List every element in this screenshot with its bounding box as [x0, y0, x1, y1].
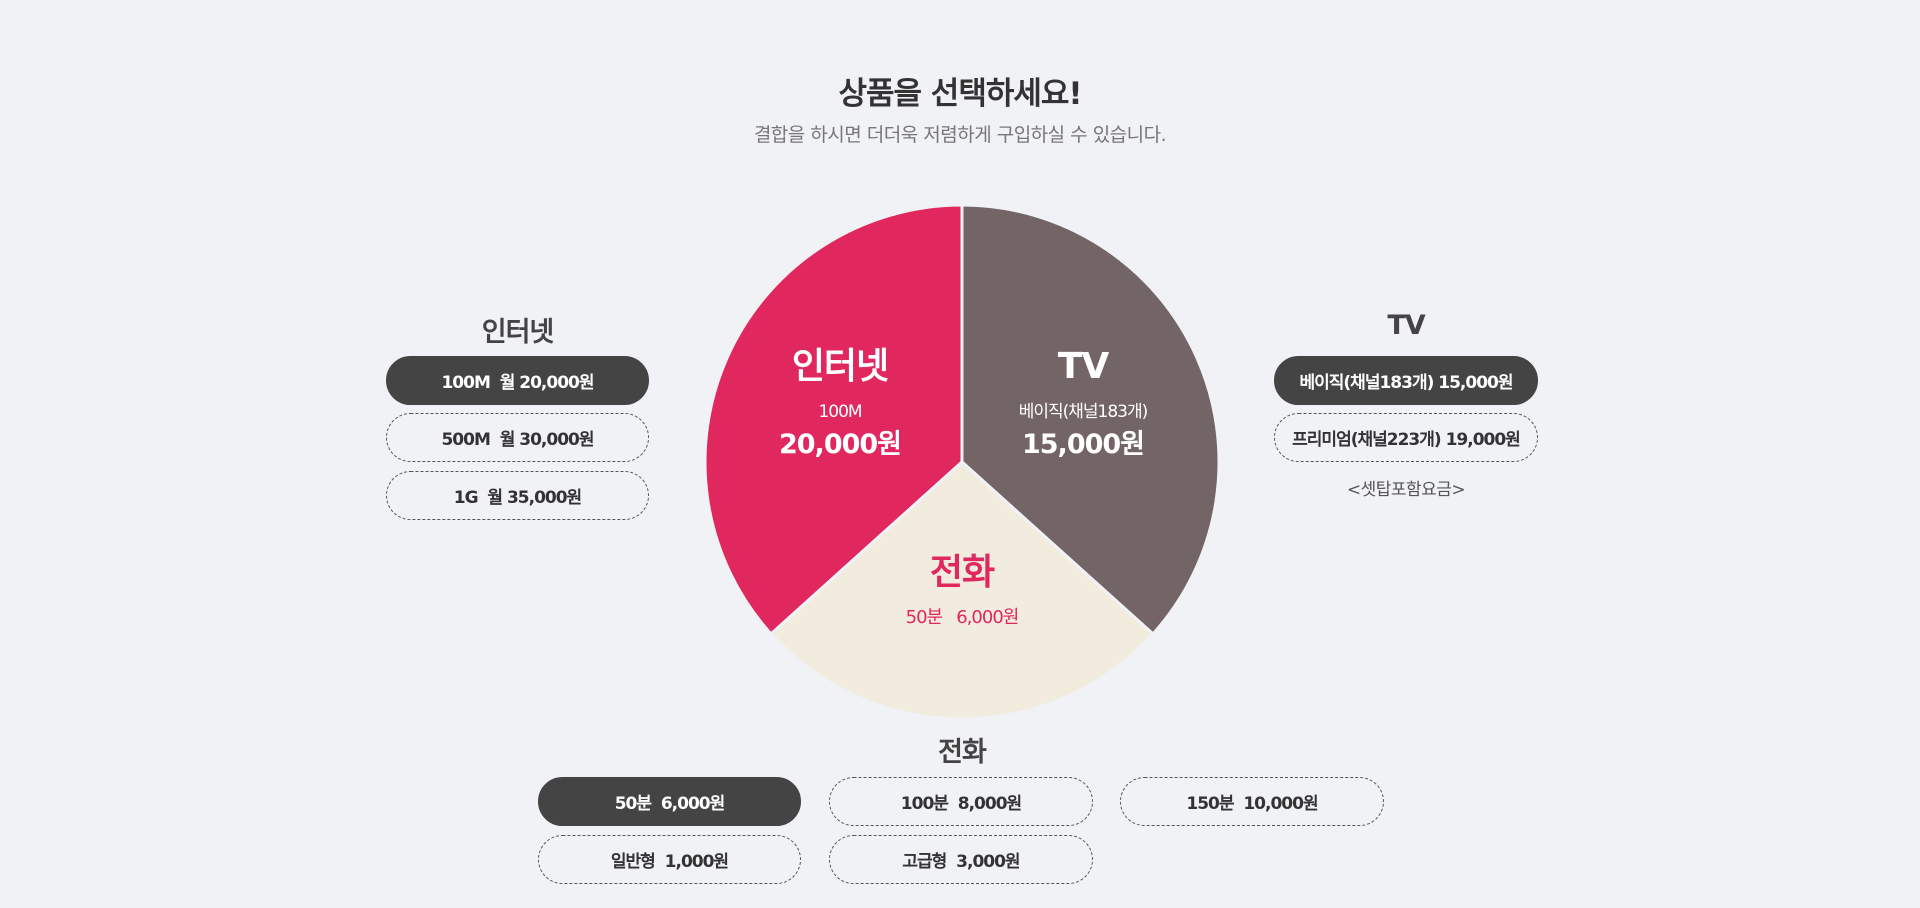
tv-option-premium[interactable]: 프리미엄(채널223개) 19,000원 [1274, 413, 1538, 462]
internet-group-title: 인터넷 [481, 317, 555, 348]
internet-option-100m[interactable]: 100M 월 20,000원 [386, 356, 649, 405]
tv-settop-note: <셋탑포함요금> [1346, 480, 1466, 500]
pie-internet-spec: 100M [818, 402, 861, 422]
internet-option-500m[interactable]: 500M 월 30,000원 [386, 413, 649, 462]
pie-internet-price: 20,000원 [779, 429, 901, 460]
pie-phone-name: 전화 [930, 552, 995, 593]
pie-tv-spec: 베이직(채널183개) [1019, 402, 1148, 422]
pie-tv-name: TV [1058, 346, 1110, 387]
phone-group-title: 전화 [938, 737, 987, 768]
pie-phone-spec: 50분 6,000원 [906, 607, 1019, 628]
pie-slice-internet[interactable] [703, 203, 964, 637]
pie-internet-name: 인터넷 [792, 346, 888, 387]
phone-option-basic-type[interactable]: 일반형 1,000원 [538, 835, 801, 884]
phone-option-premium-type[interactable]: 고급형 3,000원 [829, 835, 1093, 884]
internet-option-1g[interactable]: 1G 월 35,000원 [386, 471, 649, 520]
phone-option-150min[interactable]: 150분 10,000원 [1120, 777, 1384, 826]
phone-option-100min[interactable]: 100분 8,000원 [829, 777, 1093, 826]
pie-tv-price: 15,000원 [1022, 429, 1144, 460]
tv-option-basic[interactable]: 베이직(채널183개) 15,000원 [1274, 356, 1538, 405]
phone-option-50min[interactable]: 50분 6,000원 [538, 777, 801, 826]
page-title: 상품을 선택하세요! [838, 76, 1082, 112]
tv-group-title: TV [1387, 310, 1425, 341]
page-subtitle: 결합을 하시면 더더욱 저렴하게 구입하실 수 있습니다. [753, 124, 1167, 146]
pie-slice-tv[interactable] [960, 203, 1221, 637]
pie-slice-phone[interactable] [768, 459, 1156, 721]
